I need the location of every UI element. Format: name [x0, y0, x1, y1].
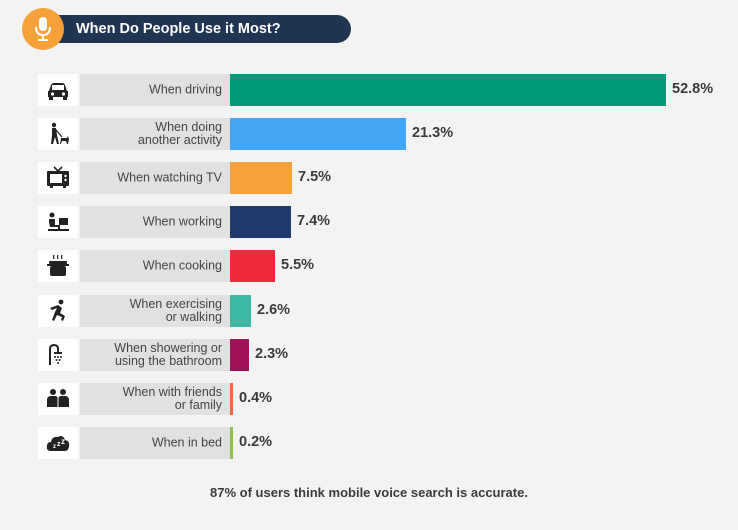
chart-title: When Do People Use it Most?	[76, 21, 281, 37]
row-icon-box	[38, 339, 78, 371]
category-label: When showering or using the bathroom	[114, 341, 222, 368]
data-label: 5.5%	[281, 257, 315, 273]
bar	[230, 162, 292, 194]
row-icon-box	[38, 118, 78, 150]
row-icon-box	[38, 295, 78, 327]
bar	[230, 339, 249, 371]
category-label-box: When watching TV	[80, 162, 230, 194]
data-label: 7.5%	[298, 169, 332, 185]
category-label-box: When working	[80, 206, 230, 238]
title-banner: When Do People Use it Most?	[46, 15, 351, 43]
bar	[230, 250, 275, 282]
runner-icon	[50, 299, 65, 321]
footer-note: 87% of users think mobile voice search i…	[210, 485, 528, 500]
category-label-box: When doing another activity	[80, 118, 230, 150]
cooking-pot-icon	[47, 254, 69, 276]
svg-text:z: z	[57, 441, 61, 448]
data-label: 52.8%	[672, 81, 714, 97]
microphone-badge	[22, 8, 64, 50]
svg-text:z: z	[61, 437, 65, 446]
bar	[230, 383, 233, 415]
desk-worker-icon	[48, 212, 69, 231]
svg-text:z: z	[53, 444, 56, 450]
category-label: When cooking	[142, 258, 222, 273]
row-icon-box	[38, 206, 78, 238]
data-label: 21.3%	[412, 125, 454, 141]
category-label: When watching TV	[117, 170, 222, 185]
data-label: 7.4%	[297, 213, 331, 229]
data-label: 0.4%	[239, 390, 273, 406]
microphone-icon	[35, 17, 51, 41]
shower-icon	[49, 343, 62, 365]
car-icon	[48, 83, 68, 100]
row-icon-box	[38, 162, 78, 194]
bar	[230, 74, 666, 106]
category-label-box: When showering or using the bathroom	[80, 339, 230, 371]
friends-icon	[47, 389, 69, 407]
row-icon-box	[38, 250, 78, 282]
category-label-box: When exercising or walking	[80, 295, 230, 327]
bar	[230, 206, 291, 238]
data-label: 2.6%	[257, 302, 291, 318]
data-label: 2.3%	[255, 346, 289, 362]
row-icon-box	[38, 383, 78, 415]
category-label: When exercising or walking	[129, 297, 222, 324]
category-label-box: When driving	[80, 74, 230, 106]
category-label-box: When with friends or family	[80, 383, 230, 415]
tv-icon	[47, 166, 69, 188]
category-label: When doing another activity	[137, 120, 222, 147]
category-label: When with friends or family	[122, 385, 222, 412]
bar	[230, 427, 233, 459]
category-label-box: When cooking	[80, 250, 230, 282]
row-icon-box	[38, 74, 78, 106]
bar	[230, 118, 406, 150]
walking-dog-icon	[51, 122, 69, 144]
category-label-box: When in bed	[80, 427, 230, 459]
category-label: When in bed	[151, 435, 222, 450]
bar	[230, 295, 251, 327]
data-label: 0.2%	[239, 434, 273, 450]
category-label: When driving	[149, 82, 222, 97]
category-label: When working	[142, 214, 222, 229]
